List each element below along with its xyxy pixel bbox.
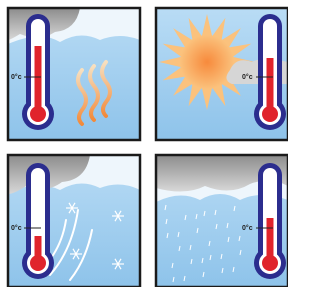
zero-label: 0°c — [242, 224, 253, 232]
thermo-fill-bulb — [30, 106, 46, 122]
thermo-fill-bulb — [30, 255, 46, 271]
thermometer — [22, 163, 54, 279]
page: 0°c 0°c 0°c 0°c (() => { const data = JS… — [0, 0, 288, 287]
zero-label: 0°c — [242, 73, 253, 81]
thermometer — [22, 14, 54, 130]
thermo-fill-bulb — [262, 106, 278, 122]
thermometer — [254, 14, 286, 130]
thermo-fill — [35, 46, 42, 114]
thermometer — [254, 163, 286, 279]
zero-label: 0°c — [11, 73, 22, 81]
weather-icons: 0°c 0°c 0°c 0°c — [0, 0, 288, 287]
thermo-fill-bulb — [262, 255, 278, 271]
thermo-fill — [267, 58, 274, 114]
zero-label: 0°c — [11, 224, 22, 232]
